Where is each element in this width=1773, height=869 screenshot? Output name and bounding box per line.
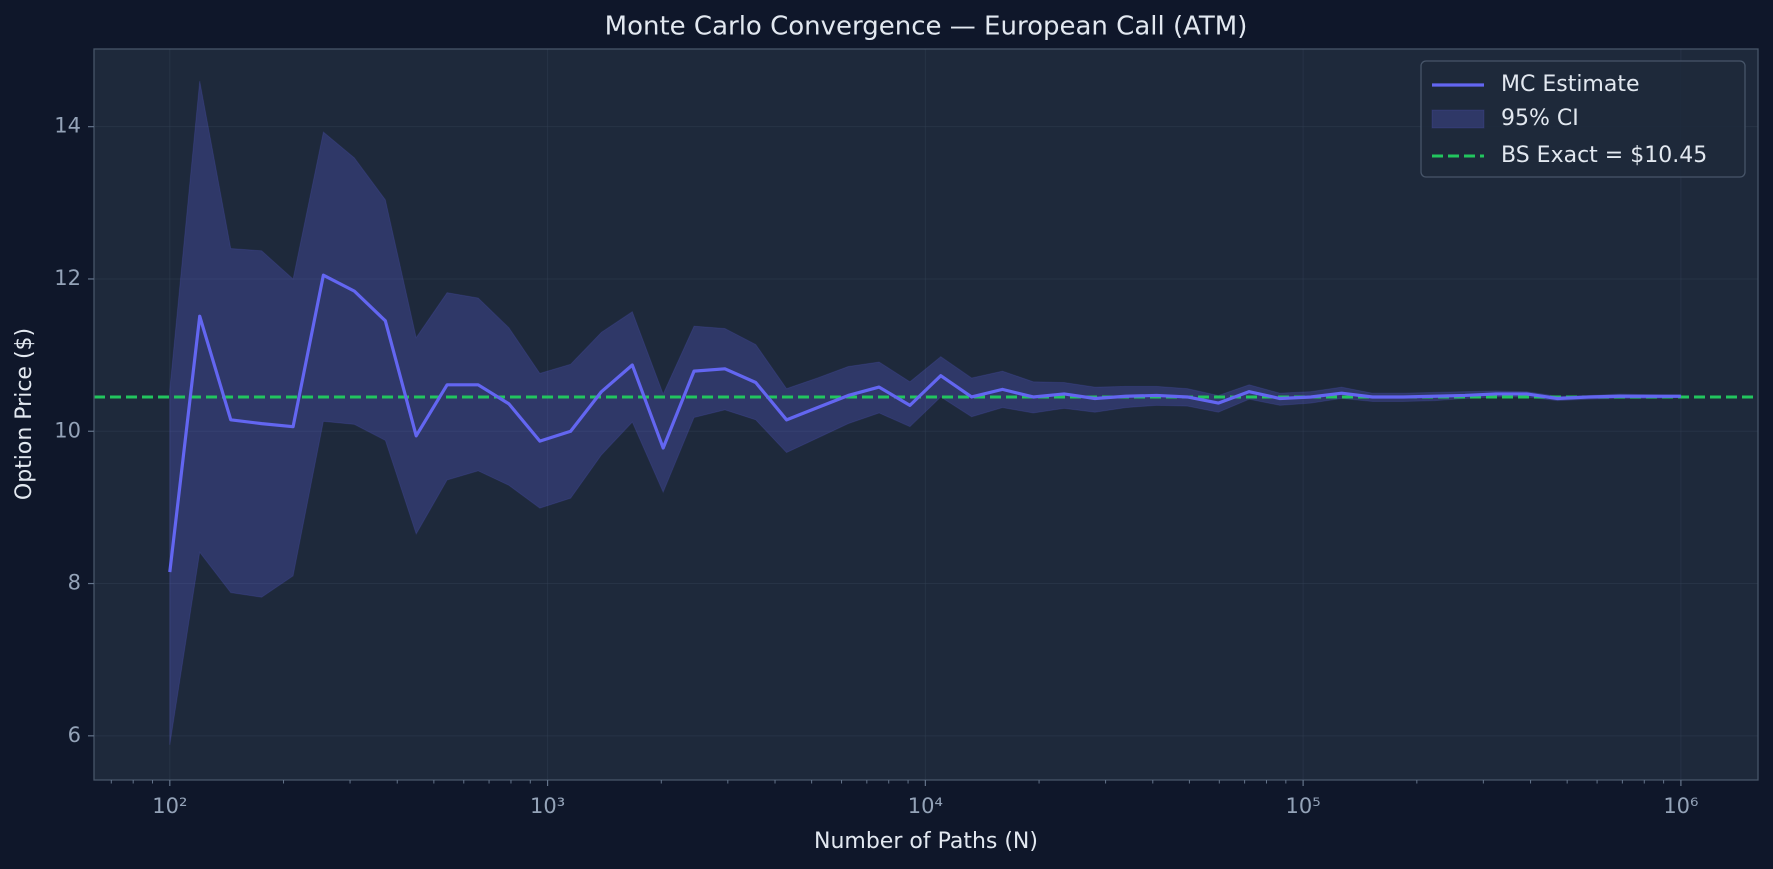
y-tick-label: 6 (68, 723, 81, 747)
x-tick-label: 10⁴ (908, 794, 943, 818)
x-tick-label: 10³ (530, 794, 565, 818)
legend-label: BS Exact = $10.45 (1501, 143, 1707, 168)
x-axis-label: Number of Paths (N) (814, 829, 1038, 854)
grid (94, 49, 1758, 780)
x-tick-label: 10⁵ (1286, 794, 1321, 818)
y-tick-label: 12 (54, 266, 81, 290)
y-tick-label: 14 (54, 114, 81, 138)
y-axis-label: Option Price ($) (12, 328, 37, 500)
legend-swatch (1431, 109, 1485, 129)
series-line (168, 273, 1681, 573)
legend-label: 95% CI (1501, 106, 1579, 131)
plot-frame (93, 48, 1759, 781)
legend: MC Estimate 95% CI BS Exact = $10.45 (1420, 60, 1746, 178)
legend-box (1420, 60, 1746, 178)
axes: 6 8 10 12 14 10² 10³ 10⁴ 10⁵ 10⁶ (54, 114, 1698, 818)
chart-title: Monte Carlo Convergence — European Call … (605, 12, 1248, 42)
legend-label: MC Estimate (1501, 72, 1640, 97)
marks (94, 80, 1758, 746)
x-tick-label: 10⁶ (1663, 794, 1698, 818)
x-tick-label: 10² (152, 794, 187, 818)
y-tick-label: 10 (54, 418, 81, 442)
y-tick-label: 8 (68, 571, 81, 595)
